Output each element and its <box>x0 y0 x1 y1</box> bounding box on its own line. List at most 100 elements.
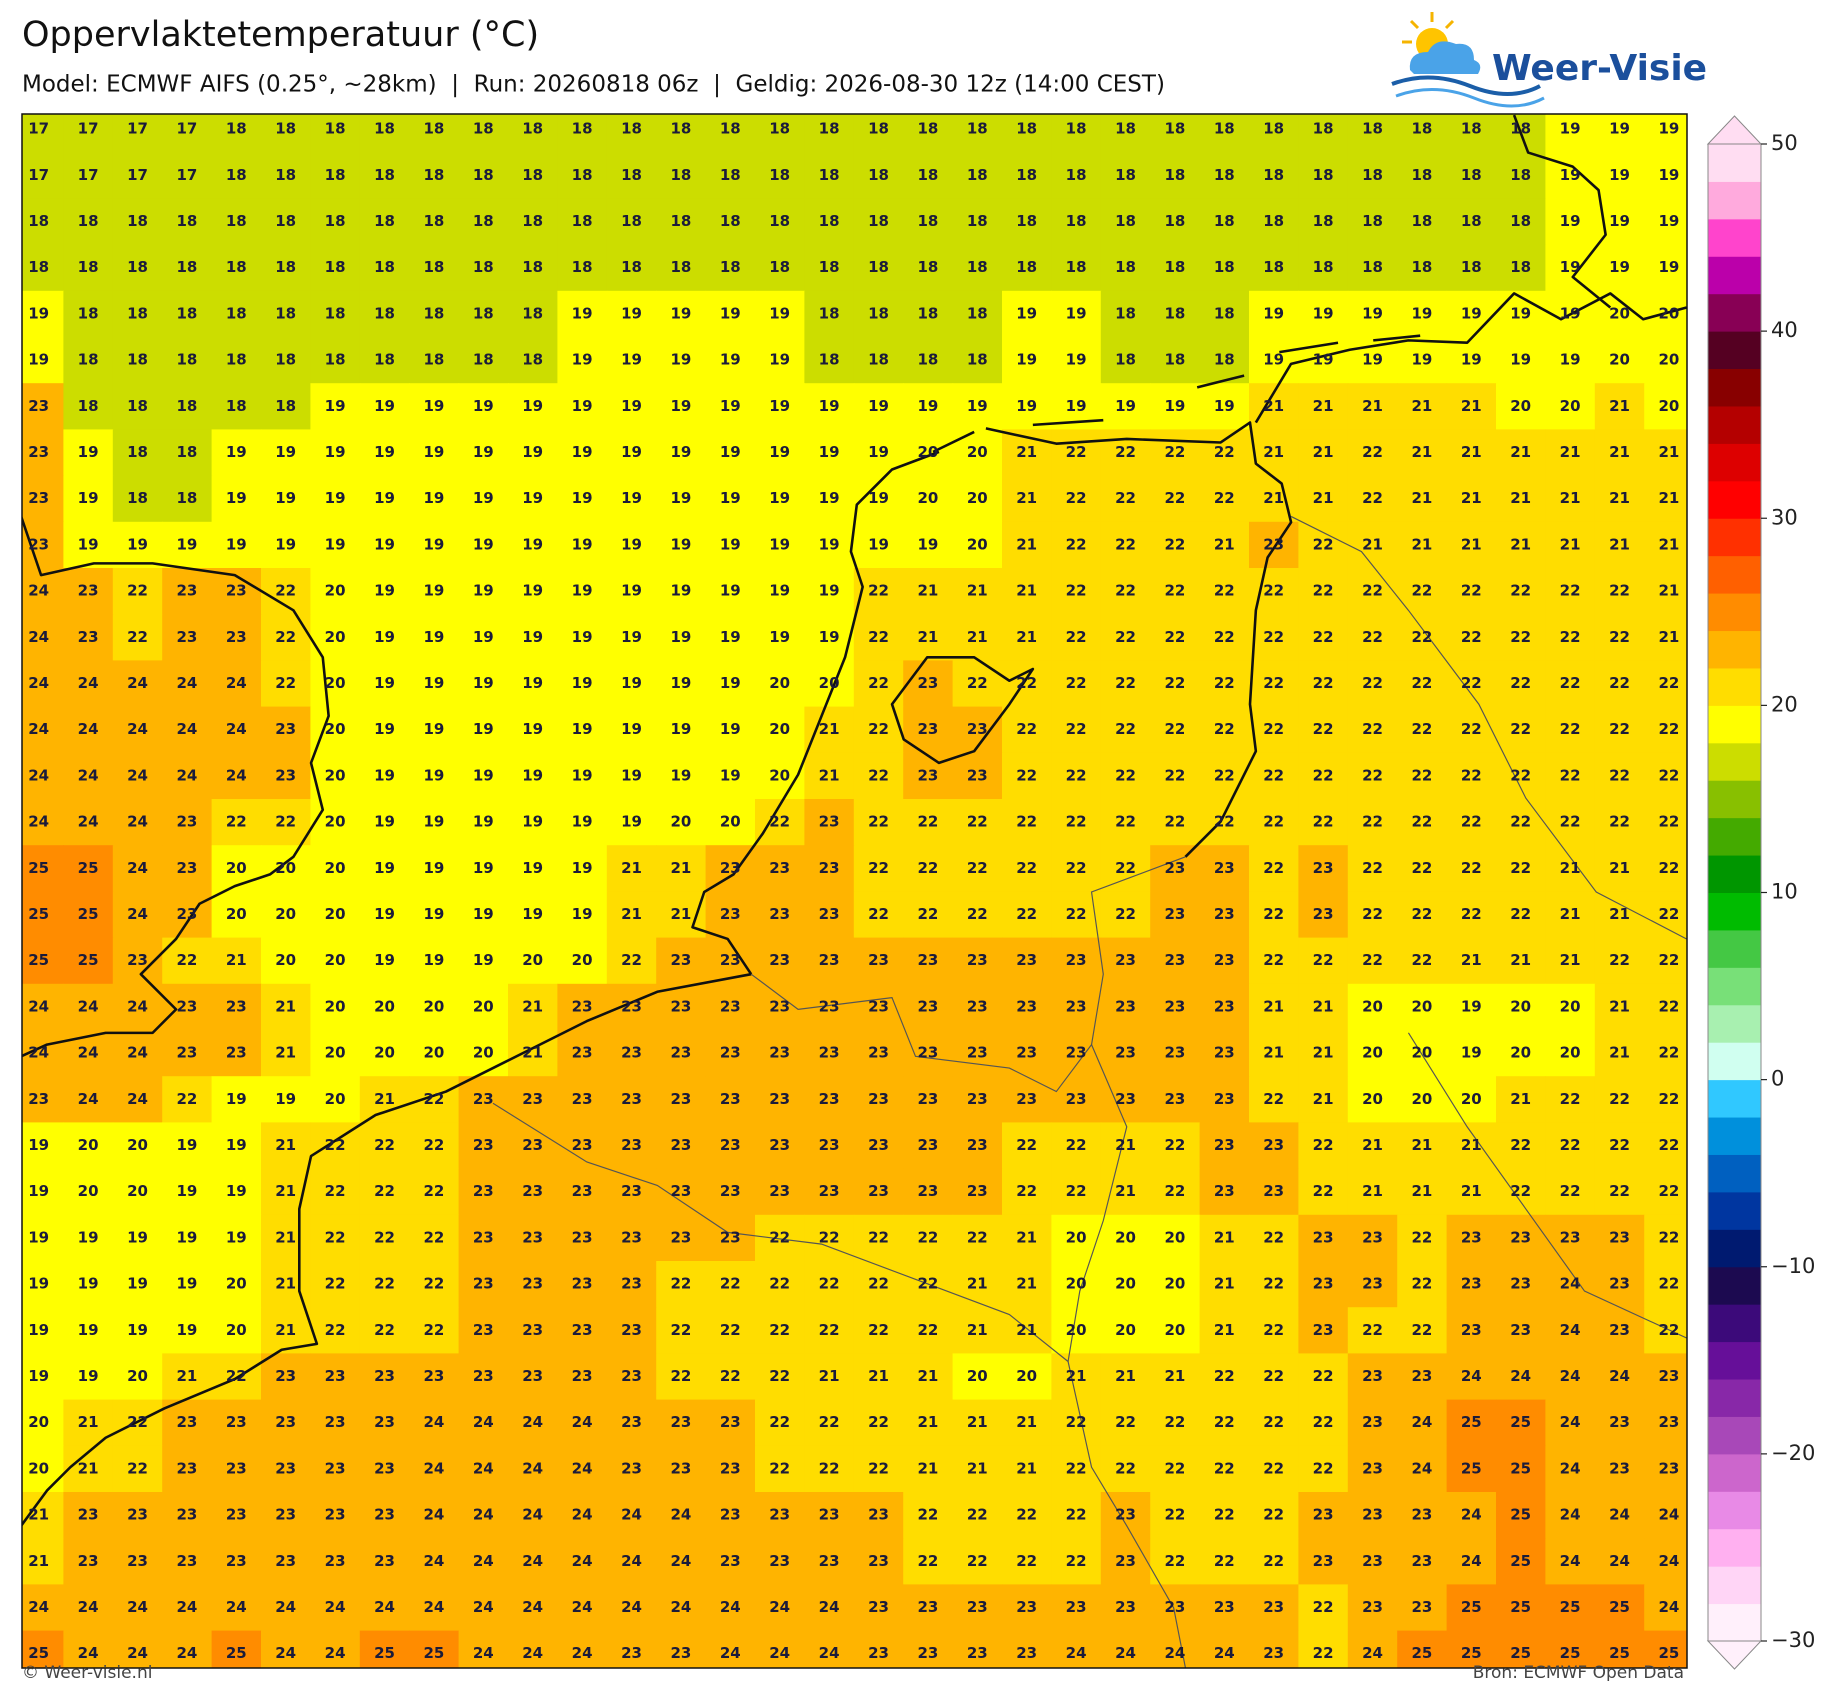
temperature-cell <box>310 845 361 892</box>
temperature-cell <box>1397 752 1448 800</box>
temperature-label: 18 <box>374 258 395 276</box>
temperature-cell <box>310 1168 361 1216</box>
temperature-cell <box>804 1445 855 1493</box>
temperature-label: 24 <box>127 766 148 784</box>
temperature-cell <box>359 1584 410 1632</box>
temperature-label: 18 <box>374 304 395 322</box>
temperature-cell <box>557 614 608 661</box>
temperature-cell <box>606 1030 657 1077</box>
temperature-label: 21 <box>1016 582 1037 600</box>
temperature-cell <box>261 752 311 800</box>
temperature-cell <box>1002 1168 1052 1216</box>
temperature-cell <box>1100 660 1151 708</box>
temperature-cell <box>63 1122 114 1170</box>
temperature-label: 22 <box>1115 582 1136 600</box>
temperature-label: 24 <box>423 1413 444 1431</box>
temperature-cell <box>1002 290 1052 338</box>
temperature-label: 19 <box>325 535 346 553</box>
temperature-cell <box>508 1030 558 1077</box>
temperature-label: 24 <box>819 1598 840 1616</box>
temperature-cell <box>310 198 361 246</box>
temperature-cell <box>1594 614 1645 661</box>
temperature-cell <box>1249 891 1299 939</box>
temperature-label: 22 <box>1115 859 1136 877</box>
temperature-label: 23 <box>176 905 197 923</box>
temperature-cell <box>1100 383 1151 430</box>
temperature-cell <box>162 152 213 199</box>
temperature-cell <box>606 1445 657 1493</box>
temperature-label: 24 <box>78 766 99 784</box>
temperature-label: 22 <box>1115 628 1136 646</box>
temperature-cell <box>1298 290 1349 338</box>
temperature-label: 23 <box>670 1090 691 1108</box>
temperature-label: 21 <box>670 905 691 923</box>
temperature-label: 19 <box>28 304 49 322</box>
temperature-label: 22 <box>917 905 938 923</box>
temperature-label: 23 <box>1016 951 1037 969</box>
temperature-label: 23 <box>1066 951 1087 969</box>
temperature-cell <box>508 1445 558 1493</box>
temperature-cell <box>656 1399 707 1447</box>
temperature-label: 19 <box>1560 258 1581 276</box>
temperature-cell <box>656 1353 707 1401</box>
temperature-cell <box>1446 937 1497 985</box>
temperature-label: 18 <box>1164 351 1185 369</box>
temperature-label: 19 <box>226 535 247 553</box>
colorbar-bin <box>1708 1528 1761 1567</box>
temperature-label: 20 <box>1510 997 1531 1015</box>
temperature-cell <box>1002 152 1052 199</box>
temperature-label: 24 <box>769 1644 790 1662</box>
temperature-cell <box>903 1538 954 1585</box>
temperature-cell <box>557 1307 608 1354</box>
temperature-cell <box>952 114 1003 153</box>
temperature-label: 19 <box>1658 212 1679 230</box>
temperature-label: 22 <box>1313 535 1334 553</box>
temperature-cell <box>1051 614 1102 661</box>
temperature-cell <box>903 614 954 661</box>
temperature-cell <box>656 244 707 292</box>
temperature-cell <box>112 383 163 430</box>
temperature-cell <box>1199 752 1250 800</box>
temperature-cell <box>359 845 410 892</box>
temperature-label: 19 <box>720 443 741 461</box>
temperature-cell <box>211 799 262 846</box>
temperature-label: 20 <box>1560 397 1581 415</box>
temperature-label: 19 <box>670 443 691 461</box>
temperature-cell <box>1594 114 1645 153</box>
temperature-label: 22 <box>1609 1136 1630 1154</box>
temperature-cell <box>903 152 954 199</box>
temperature-label: 24 <box>325 1598 346 1616</box>
temperature-cell <box>310 568 361 615</box>
temperature-cell <box>1100 1307 1151 1354</box>
temperature-cell <box>1644 1261 1687 1308</box>
temperature-label: 18 <box>275 212 296 230</box>
temperature-label: 23 <box>670 1459 691 1477</box>
temperature-label: 23 <box>1263 1136 1284 1154</box>
temperature-cell <box>804 937 855 985</box>
temperature-label: 19 <box>522 582 543 600</box>
temperature-label: 23 <box>1411 1367 1432 1385</box>
temperature-label: 23 <box>572 1182 593 1200</box>
temperature-cell <box>557 1445 608 1493</box>
temperature-label: 24 <box>1461 1367 1482 1385</box>
temperature-cell <box>310 337 361 384</box>
temperature-cell <box>1496 244 1546 292</box>
temperature-cell <box>1446 290 1497 338</box>
temperature-label: 22 <box>325 1182 346 1200</box>
temperature-label: 24 <box>720 1644 741 1662</box>
temperature-cell <box>1347 568 1398 615</box>
temperature-label: 19 <box>720 535 741 553</box>
temperature-label: 22 <box>1510 813 1531 831</box>
temperature-label: 18 <box>670 212 691 230</box>
colorbar-bin <box>1708 742 1761 781</box>
temperature-cell <box>1150 1214 1201 1262</box>
temperature-cell <box>952 198 1003 246</box>
temperature-cell <box>112 752 163 800</box>
temperature-label: 18 <box>78 397 99 415</box>
temperature-cell <box>162 521 213 569</box>
temperature-label: 22 <box>127 628 148 646</box>
temperature-label: 20 <box>325 766 346 784</box>
temperature-cell <box>1545 1214 1596 1262</box>
temperature-label: 19 <box>769 628 790 646</box>
temperature-cell <box>1002 891 1052 939</box>
